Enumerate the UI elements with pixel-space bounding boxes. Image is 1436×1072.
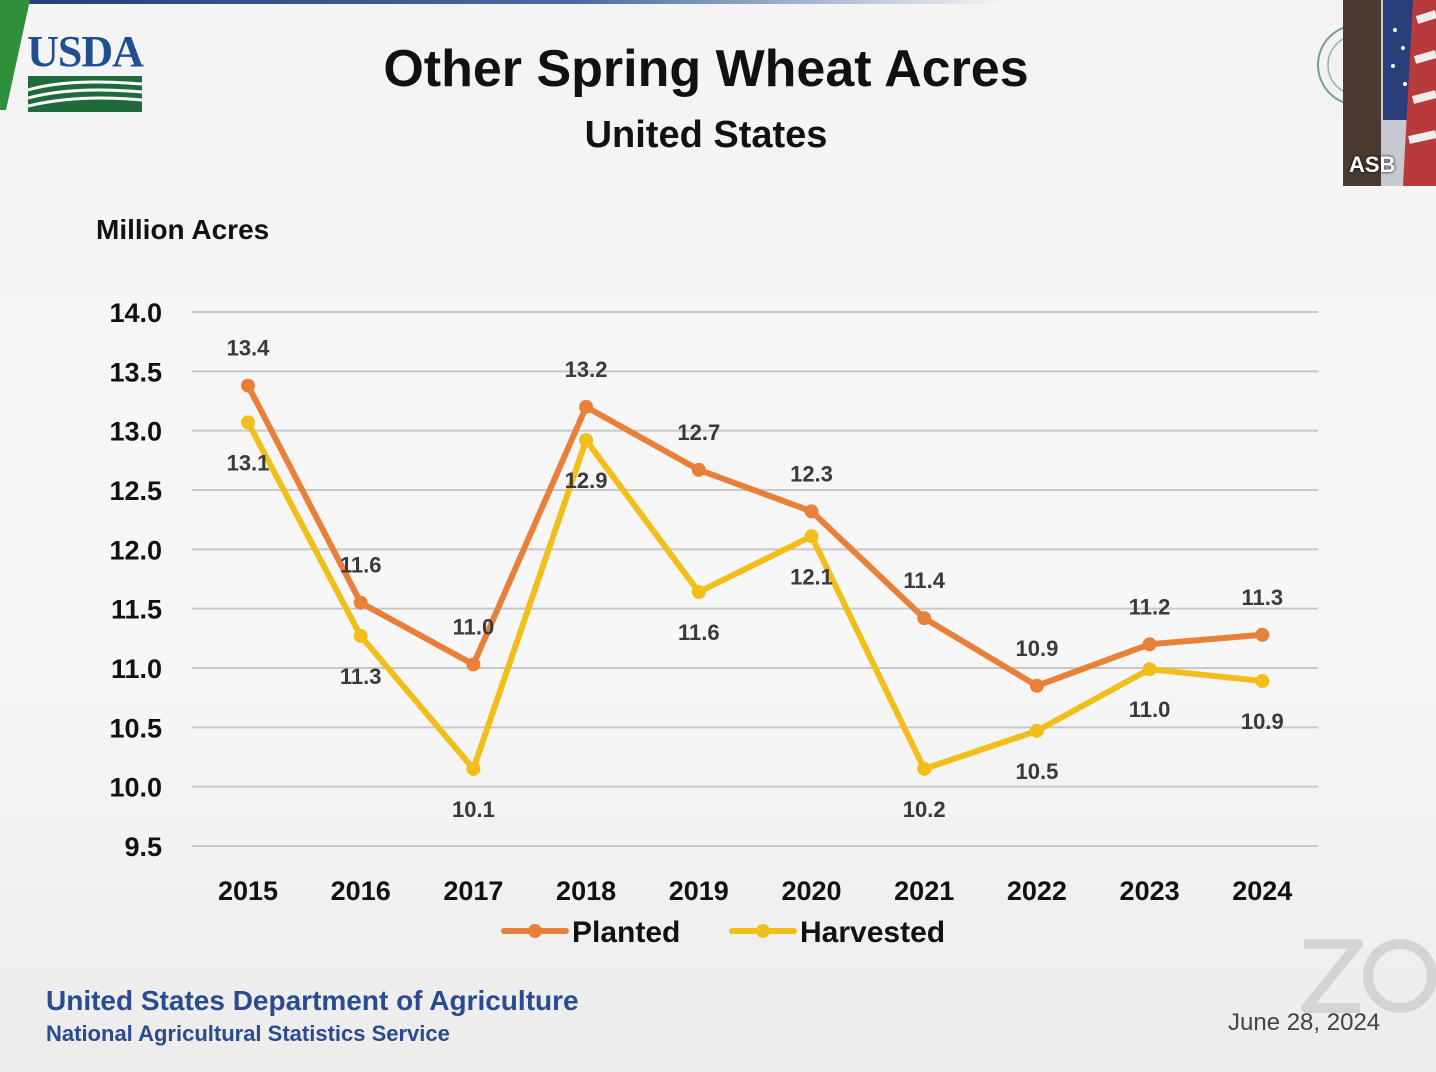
- data-point-harvested: [353, 628, 368, 643]
- y-tick-label: 12.0: [109, 535, 162, 565]
- data-label-harvested: 10.2: [903, 797, 946, 822]
- data-label-harvested: 12.9: [565, 468, 608, 493]
- data-point-planted: [579, 399, 594, 414]
- y-tick-label: 11.5: [111, 595, 162, 625]
- data-point-planted: [466, 657, 481, 672]
- x-axis-ticks: 2015 2016 2017 2018 2019 2020 2021 2022 2023 2024: [218, 876, 1292, 906]
- data-label-planted: 11.0: [453, 614, 495, 639]
- x-tick-label: 2019: [669, 876, 729, 906]
- data-point-planted: [1255, 627, 1270, 642]
- series-line-harvested: [245, 419, 1266, 772]
- data-label-planted: 13.4: [227, 336, 271, 361]
- x-tick-label: 2023: [1120, 876, 1180, 906]
- data-point-harvested: [466, 761, 481, 776]
- y-tick-label: 12.5: [109, 476, 162, 506]
- data-point-harvested: [917, 761, 932, 776]
- data-label-planted: 12.3: [790, 461, 833, 486]
- x-tick-label: 2015: [218, 876, 278, 906]
- data-point-planted: [691, 462, 706, 477]
- gridlines: [192, 311, 1318, 847]
- y-axis-title: Million Acres: [96, 214, 270, 245]
- data-point-planted: [353, 595, 368, 610]
- y-tick-label: 13.0: [109, 417, 162, 447]
- data-point-harvested: [579, 433, 594, 448]
- usda-hills-icon: [28, 76, 142, 112]
- legend-marker-harvested: [756, 924, 770, 938]
- data-point-planted: [241, 378, 255, 393]
- data-label-harvested: 11.3: [340, 664, 382, 689]
- chart-title: Other Spring Wheat Acres: [383, 40, 1029, 98]
- data-point-planted: [917, 611, 932, 626]
- data-label-planted: 11.3: [1241, 585, 1283, 610]
- data-label-harvested: 10.9: [1241, 709, 1284, 734]
- usda-logo: USDA: [26, 30, 144, 114]
- data-label-harvested: 10.1: [452, 797, 495, 822]
- y-tick-label: 10.0: [109, 773, 162, 803]
- participant-video-tile[interactable]: ASB: [1343, 0, 1436, 186]
- x-tick-label: 2016: [331, 876, 391, 906]
- data-point-planted: [1142, 637, 1157, 652]
- presentation-date: June 28, 2024: [1228, 1009, 1381, 1036]
- data-labels-group: 13.4 11.6 11.0 13.2 12.7 12.3 11.4 10.9 11.2 11.3…: [227, 336, 1284, 822]
- legend-label-harvested: Harvested: [800, 916, 945, 949]
- x-tick-label: 2022: [1007, 876, 1067, 906]
- legend-label-planted: Planted: [572, 916, 680, 949]
- legend: Planted Harvested: [501, 916, 945, 949]
- data-point-harvested: [1255, 674, 1270, 689]
- data-label-planted: 11.4: [903, 568, 945, 593]
- data-point-harvested: [804, 529, 819, 544]
- chart-subtitle: United States: [584, 114, 828, 156]
- footer-org-name: United States Department of Agriculture: [46, 985, 579, 1016]
- green-swoosh-decoration: [0, 0, 30, 110]
- participant-name: ASB: [1349, 152, 1396, 177]
- data-label-harvested: 11.0: [1129, 697, 1171, 722]
- top-accent-bar: [0, 0, 1436, 4]
- data-label-harvested: 13.1: [227, 450, 270, 475]
- data-label-planted: 11.6: [340, 553, 382, 578]
- y-tick-label: 9.5: [124, 832, 162, 862]
- footer-agency-name: National Agricultural Statistics Service: [46, 1021, 450, 1046]
- data-label-harvested: 12.1: [790, 564, 833, 589]
- x-tick-label: 2017: [443, 876, 503, 906]
- y-axis-ticks: 9.5 10.0 10.5 11.0 11.5 12.0 12.5 13.0 13.5 14.0: [109, 298, 162, 862]
- x-tick-label: 2024: [1232, 876, 1292, 906]
- series-group: [241, 378, 1270, 776]
- data-label-planted: 11.2: [1129, 594, 1171, 619]
- x-tick-label: 2018: [556, 876, 616, 906]
- usda-logo-text: USDA: [27, 27, 144, 76]
- data-point-harvested: [1029, 723, 1044, 738]
- flag-icon: [1343, 0, 1436, 186]
- data-point-planted: [1029, 678, 1044, 693]
- y-tick-label: 13.5: [109, 357, 162, 387]
- x-tick-label: 2021: [894, 876, 954, 906]
- data-point-harvested: [691, 585, 706, 600]
- data-point-planted: [804, 504, 819, 519]
- legend-marker-planted: [528, 924, 542, 938]
- agriculture-seal-icon: [1317, 24, 1350, 106]
- x-tick-label: 2020: [781, 876, 841, 906]
- data-label-planted: 10.9: [1015, 636, 1058, 661]
- data-label-planted: 12.7: [677, 420, 720, 445]
- data-label-planted: 13.2: [565, 357, 608, 382]
- y-tick-label: 11.0: [111, 654, 162, 684]
- zoom-watermark-icon: [1301, 939, 1436, 1013]
- series-line-planted: [245, 382, 1266, 689]
- data-point-harvested: [1142, 662, 1157, 677]
- y-tick-label: 10.5: [109, 713, 162, 743]
- data-label-harvested: 11.6: [678, 620, 720, 645]
- y-tick-label: 14.0: [109, 298, 162, 328]
- data-label-harvested: 10.5: [1015, 759, 1058, 784]
- data-point-harvested: [241, 415, 255, 430]
